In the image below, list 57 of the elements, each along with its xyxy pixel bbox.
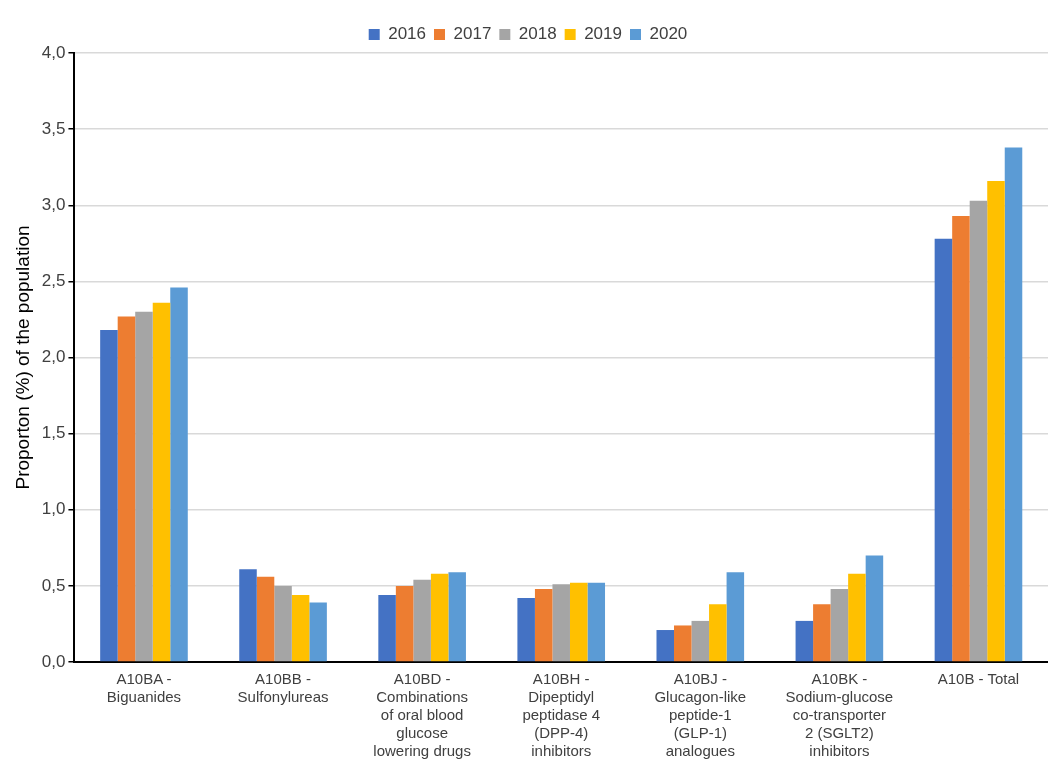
bar <box>830 588 849 662</box>
bar <box>395 585 414 662</box>
bar <box>430 573 449 662</box>
bar <box>813 604 831 662</box>
bar <box>413 579 431 662</box>
x-tick-label: A10BJ - Glucagon-like peptide-1 (GLP-1) analogues <box>654 670 747 760</box>
bar <box>865 555 884 662</box>
bar <box>1004 147 1023 662</box>
bar <box>726 572 745 662</box>
y-tick-label: 0,0 <box>41 651 66 671</box>
bar <box>152 302 171 662</box>
legend-label: 2018 <box>518 24 557 44</box>
legend-label: 2016 <box>388 24 427 44</box>
bar <box>569 582 588 662</box>
x-tick-label: A10BK - Sodium-glucose co-transporter 2 (SGLT2) inhibitors <box>785 670 894 760</box>
y-tick-label: 3,5 <box>41 118 66 138</box>
bar <box>691 620 710 662</box>
bar <box>552 584 570 662</box>
bar <box>934 238 953 662</box>
x-tick-label: A10BB - Sulfonylureas <box>237 670 329 706</box>
bar <box>239 569 257 662</box>
y-tick-label: 2,5 <box>41 271 66 291</box>
bar <box>448 572 466 662</box>
y-tick-label: 1,5 <box>41 423 66 443</box>
bar <box>256 576 275 662</box>
y-tick-label: 0,5 <box>41 575 66 595</box>
y-tick-label: 1,0 <box>41 499 66 519</box>
bar <box>100 330 118 662</box>
bar <box>534 588 553 662</box>
legend-label: 2019 <box>584 24 622 44</box>
bar <box>378 595 396 662</box>
y-tick-label: 4,0 <box>41 42 66 62</box>
y-tick-label: 2,0 <box>41 347 66 367</box>
bar <box>848 573 866 662</box>
bar <box>517 598 535 662</box>
legend-label: 2020 <box>649 24 688 44</box>
bar <box>135 311 153 662</box>
bar <box>117 316 136 662</box>
x-tick-label: A10B - Total <box>937 670 1020 688</box>
bar <box>274 585 292 662</box>
bar <box>291 595 310 662</box>
bar <box>969 200 988 662</box>
y-tick-label: 3,0 <box>41 194 66 214</box>
x-tick-label: A10BD - Combinations of oral blood glucose lowering drugs <box>373 670 471 760</box>
bar <box>309 602 327 662</box>
bar <box>795 620 814 662</box>
bar <box>952 215 970 662</box>
bar <box>656 630 675 662</box>
legend-label: 2017 <box>453 24 492 44</box>
bar <box>674 625 692 662</box>
bar <box>987 180 1005 662</box>
bar <box>170 287 188 662</box>
bar <box>587 582 606 662</box>
x-tick-label: A10BH - Dipeptidyl peptidase 4 (DPP-4) inhibitors <box>522 670 601 760</box>
bar <box>709 604 727 662</box>
x-tick-label: A10BA - Biguanides <box>106 670 182 706</box>
y-axis-title: Proporton (%) of the population <box>11 225 33 490</box>
